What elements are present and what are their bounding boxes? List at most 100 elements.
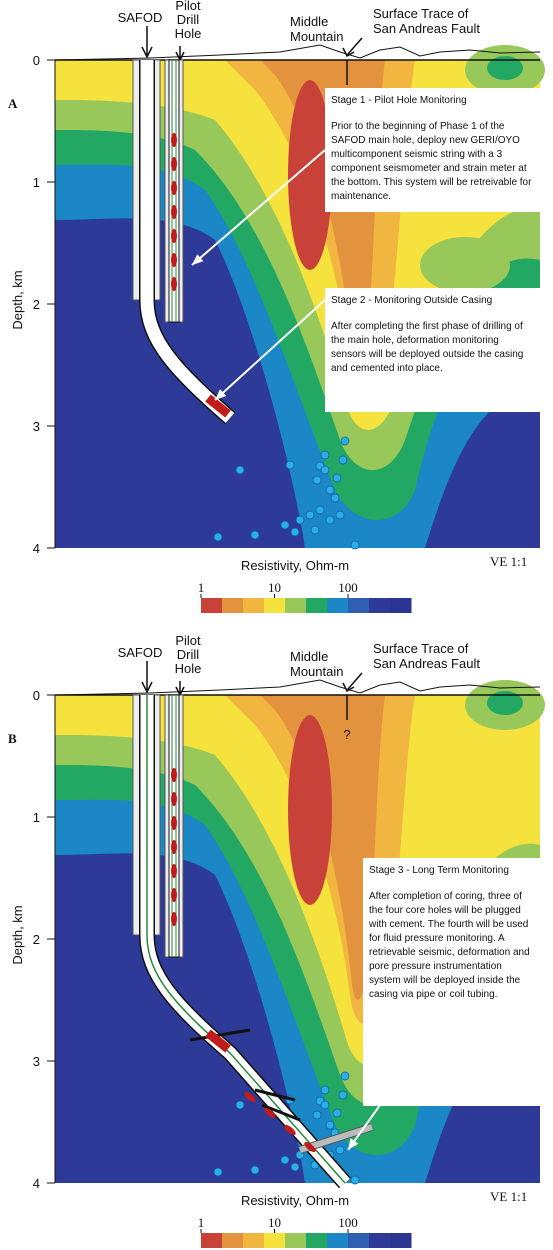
panel-label: B — [8, 731, 17, 746]
tick-label: 3 — [33, 419, 40, 434]
earthquake — [340, 1071, 350, 1081]
sensor — [205, 1029, 231, 1053]
sensor — [171, 888, 177, 902]
sensor — [171, 133, 177, 147]
earthquake — [290, 1162, 300, 1172]
sensor — [284, 1124, 296, 1136]
well-label: SAFOD — [118, 645, 163, 660]
note-title: Stage 2 - Monitoring Outside Casing — [331, 295, 493, 306]
note-text: After completion of coring, three of the… — [369, 891, 530, 1000]
colorbar-swatch — [306, 598, 328, 613]
well-label: Drill — [177, 647, 199, 662]
earthquake — [280, 520, 290, 530]
earthquake — [330, 493, 340, 503]
earthquake — [335, 510, 345, 520]
colorbar-label: 10 — [268, 1215, 281, 1230]
tick-label: 1 — [33, 175, 40, 190]
colorbar-swatch — [369, 1233, 391, 1248]
earthquake — [325, 515, 335, 525]
earthquake — [350, 1175, 360, 1185]
earthquake — [213, 532, 223, 542]
sensor — [171, 768, 177, 782]
sensor — [171, 205, 177, 219]
colorbar-swatch — [285, 598, 307, 613]
earthquake — [295, 515, 305, 525]
well-label: Drill — [177, 12, 199, 27]
earthquake — [250, 530, 260, 540]
earthquake — [250, 1165, 260, 1175]
colorbar-label: 100 — [338, 580, 358, 595]
colorbar-swatch — [222, 1233, 244, 1248]
note-title: Stage 1 - Pilot Hole Monitoring — [331, 95, 467, 106]
earthquake — [320, 1085, 330, 1095]
sensor — [171, 157, 177, 171]
earthquake — [325, 485, 335, 495]
earthquake — [332, 1108, 342, 1118]
arrow — [342, 672, 363, 693]
tick-label: 2 — [33, 932, 40, 947]
earthquake — [332, 473, 342, 483]
earthquake — [312, 475, 322, 485]
colorbar-swatch — [243, 1233, 265, 1248]
place-label: Middle — [290, 14, 328, 29]
colorbar-swatch — [201, 598, 223, 613]
earthquake — [312, 1110, 322, 1120]
colorbar-label: 100 — [338, 1215, 358, 1230]
core-hole — [189, 1028, 301, 1122]
tick-label: 4 — [33, 1176, 40, 1191]
arrow — [141, 26, 153, 59]
earthquake — [325, 1120, 335, 1130]
earthquake — [235, 465, 245, 475]
earthquake — [338, 455, 348, 465]
colorbar-title: Resistivity, Ohm-m — [241, 1193, 349, 1208]
fault-label: Surface Trace of — [373, 641, 469, 656]
colorbar-swatch — [369, 598, 391, 613]
earthquake — [235, 1100, 245, 1110]
fault-label: San Andreas Fault — [373, 656, 480, 671]
earthquake — [350, 540, 360, 550]
colorbar-swatch — [327, 1233, 349, 1248]
earthquake — [320, 465, 330, 475]
pointer-head — [192, 254, 204, 265]
earthquake — [315, 505, 325, 515]
tick-label: 4 — [33, 541, 40, 556]
place-label: Mountain — [290, 29, 343, 44]
earthquake — [305, 510, 315, 520]
pointer-head — [348, 1138, 359, 1150]
note: Stage 1 - Pilot Hole Monitoring Prior to … — [325, 88, 540, 212]
panel-label: A — [8, 96, 18, 111]
arrow — [175, 681, 185, 697]
colorbar-swatch — [222, 598, 244, 613]
tick-label: 1 — [33, 810, 40, 825]
arrow — [342, 37, 363, 58]
well-label: Hole — [175, 26, 202, 41]
earthquake — [290, 527, 300, 537]
pointer — [191, 149, 326, 266]
colorbar-swatch — [264, 598, 286, 613]
colorbar-label: 1 — [198, 580, 205, 595]
colorbar-swatch — [264, 1233, 286, 1248]
earthquake — [213, 1167, 223, 1177]
sensor — [171, 277, 177, 291]
sensor — [171, 181, 177, 195]
colorbar-swatch — [348, 598, 370, 613]
colorbar-swatch — [390, 1233, 412, 1248]
earthquake — [340, 436, 350, 446]
note: Stage 2 - Monitoring Outside Casing After… — [325, 288, 540, 412]
tick-label: 2 — [33, 297, 40, 312]
earthquake — [335, 1145, 345, 1155]
scale-note: VE 1:1 — [490, 554, 527, 569]
well-label: Pilot — [175, 633, 201, 648]
fault-label: Surface Trace of — [373, 6, 469, 21]
colorbar-swatch — [390, 598, 412, 613]
well-label: Hole — [175, 661, 202, 676]
colorbar-label: 10 — [268, 580, 281, 595]
earthquake — [280, 1155, 290, 1165]
axis-title: Depth, km — [10, 270, 25, 329]
earthquake — [320, 450, 330, 460]
topography — [54, 679, 541, 696]
